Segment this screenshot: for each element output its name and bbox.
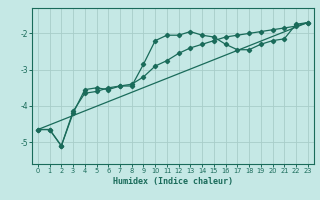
X-axis label: Humidex (Indice chaleur): Humidex (Indice chaleur) [113, 177, 233, 186]
